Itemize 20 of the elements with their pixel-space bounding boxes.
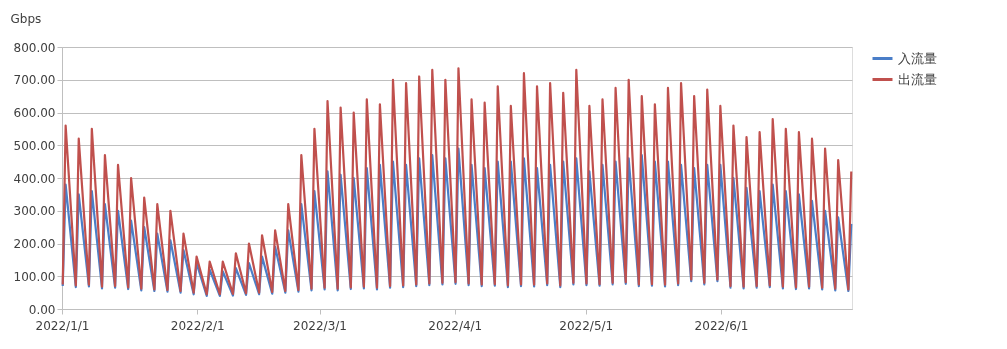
y-tick-label: 300.00 xyxy=(13,204,56,219)
legend-label: 入流量 xyxy=(898,50,937,66)
y-axis-title: Gbps xyxy=(10,11,42,26)
x-tick-label: 2022/6/1 xyxy=(694,318,749,333)
y-tick-label: 500.00 xyxy=(13,138,56,153)
x-tick-label: 2022/5/1 xyxy=(559,318,614,333)
y-tick-label: 600.00 xyxy=(13,106,56,120)
y-tick-label: 0.00 xyxy=(28,302,56,317)
x-tick-label: 2022/3/1 xyxy=(293,318,347,333)
x-tick-label: 2022/2/1 xyxy=(170,318,225,333)
y-tick-label: 800.00 xyxy=(13,40,56,55)
y-tick-label: 100.00 xyxy=(13,269,56,284)
line-series xyxy=(61,147,853,297)
x-tick-label: 2022/4/1 xyxy=(428,318,483,333)
x-tick-label: 2022/1/1 xyxy=(35,318,90,333)
line-series xyxy=(61,67,853,296)
y-tick-label: 200.00 xyxy=(13,237,56,251)
y-tick-label: 700.00 xyxy=(13,73,56,88)
legend-label: 出流量 xyxy=(898,71,937,87)
y-tick-label: 400.00 xyxy=(13,171,56,186)
